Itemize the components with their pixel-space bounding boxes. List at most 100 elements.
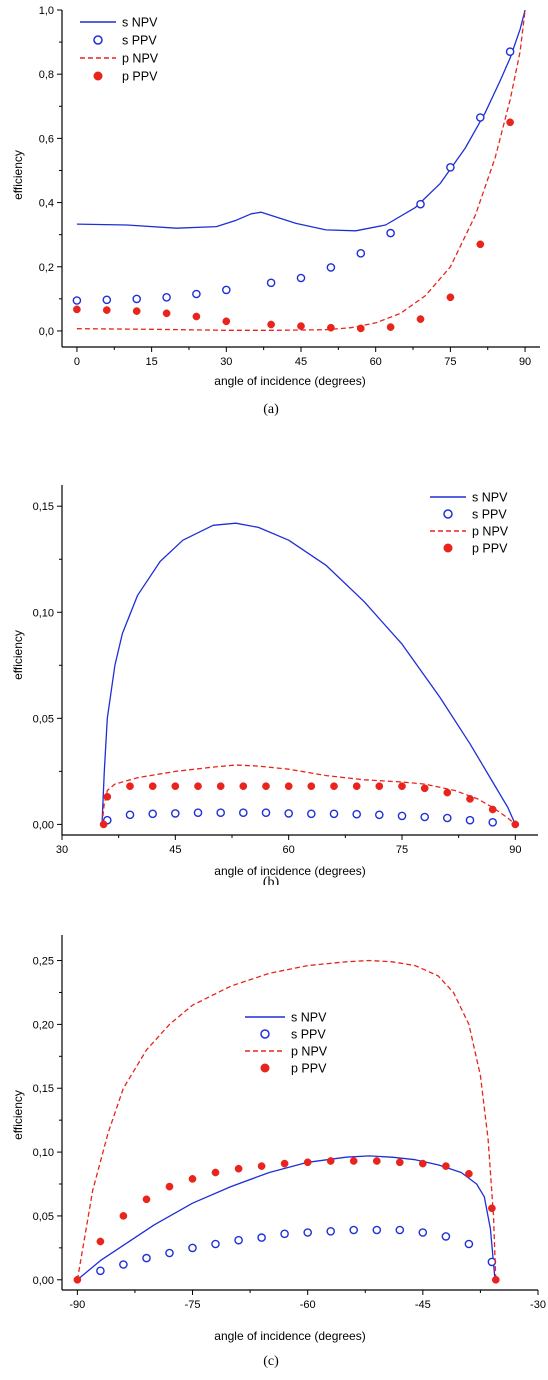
data-point-p-ppv bbox=[188, 1175, 197, 1183]
x-tick-label: 45 bbox=[169, 844, 181, 856]
data-point-s-ppv bbox=[326, 1226, 336, 1236]
x-tick-label: 90 bbox=[509, 844, 521, 856]
x-tick-label: 30 bbox=[56, 844, 68, 856]
data-point-p-ppv bbox=[162, 309, 171, 318]
data-point-p-ppv bbox=[349, 1157, 358, 1165]
data-point-p-ppv bbox=[476, 240, 485, 249]
data-point-p-ppv bbox=[491, 1275, 500, 1284]
y-tick-label: 0,15 bbox=[33, 1083, 54, 1095]
data-point-s-ppv bbox=[397, 811, 407, 821]
data-point-s-ppv bbox=[356, 248, 366, 258]
x-tick-label: 60 bbox=[370, 356, 382, 368]
legend-label: s PPV bbox=[472, 508, 507, 522]
data-point-s-ppv bbox=[211, 1239, 220, 1249]
data-point-s-ppv bbox=[165, 1248, 174, 1258]
data-point-p-ppv bbox=[102, 306, 111, 314]
data-point-s-ppv bbox=[306, 809, 316, 819]
y-axis-title: efficiency bbox=[11, 1090, 25, 1140]
plot-marks: 30 45 60 75 90 0,00 0,05 0,10 0,15 bbox=[33, 485, 538, 856]
data-point-s-ppv bbox=[372, 1225, 382, 1235]
y-tick-label: 0,15 bbox=[33, 501, 54, 513]
data-point-s-ppv bbox=[125, 810, 135, 820]
y-tick-label: 0,0 bbox=[39, 326, 54, 338]
y-tick-label: 0,10 bbox=[33, 607, 54, 619]
data-point-p-ppv bbox=[395, 1158, 404, 1167]
data-point-p-ppv bbox=[262, 782, 270, 791]
data-point-p-ppv bbox=[443, 788, 452, 797]
legend-label: s NPV bbox=[291, 1011, 327, 1025]
series-line-p-npv bbox=[76, 9, 526, 331]
series-line-s-npv bbox=[76, 1155, 496, 1281]
data-point-p-ppv bbox=[192, 312, 201, 321]
panel-caption: (c) bbox=[263, 1354, 279, 1369]
x-tick-label: 30 bbox=[220, 356, 232, 368]
legend-label: s PPV bbox=[291, 1028, 326, 1042]
data-point-p-ppv bbox=[327, 323, 335, 332]
data-point-p-ppv bbox=[488, 805, 497, 814]
y-tick-label: 0,00 bbox=[33, 819, 54, 831]
x-tick-label: 90 bbox=[519, 356, 531, 368]
data-point-s-ppv bbox=[352, 809, 362, 819]
y-tick-label: 0,20 bbox=[33, 1019, 54, 1031]
data-point-p-ppv bbox=[119, 1212, 128, 1220]
legend-label: p PPV bbox=[291, 1062, 327, 1076]
data-point-s-ppv bbox=[266, 278, 276, 288]
data-point-s-ppv bbox=[296, 273, 306, 283]
data-point-p-ppv bbox=[99, 820, 108, 829]
chart-panel-c: efficiency angle of incidence (degrees) … bbox=[11, 935, 546, 1369]
data-point-p-ppv bbox=[284, 782, 293, 791]
data-point-p-ppv bbox=[194, 782, 202, 791]
y-tick-label: 0,2 bbox=[39, 262, 54, 274]
data-point-p-ppv bbox=[375, 782, 384, 791]
legend: s NPV s PPV p NPV p PPV bbox=[430, 491, 509, 556]
legend-label: p NPV bbox=[472, 525, 509, 539]
legend-label: p NPV bbox=[291, 1045, 328, 1059]
y-tick-label: 0,6 bbox=[39, 133, 54, 145]
y-tick-label: 0,25 bbox=[33, 956, 54, 968]
data-point-s-ppv bbox=[326, 263, 336, 272]
x-tick-label: 15 bbox=[146, 356, 158, 368]
legend-swatch-s-ppv bbox=[260, 1029, 270, 1039]
data-point-p-ppv bbox=[73, 305, 81, 314]
data-point-s-ppv bbox=[420, 812, 430, 822]
legend-label: s PPV bbox=[122, 34, 157, 48]
legend-swatch-p-ppv bbox=[443, 543, 453, 553]
series-line-p-npv bbox=[76, 959, 497, 1280]
y-axis-title: efficiency bbox=[11, 630, 25, 680]
data-point-s-ppv bbox=[221, 285, 231, 295]
y-axis-title: efficiency bbox=[11, 150, 25, 200]
data-point-s-ppv bbox=[442, 813, 452, 823]
data-point-p-ppv bbox=[267, 320, 275, 329]
data-point-p-ppv bbox=[303, 1158, 312, 1167]
data-point-p-ppv bbox=[418, 1159, 427, 1168]
legend-swatch-s-ppv bbox=[93, 35, 103, 45]
data-point-s-ppv bbox=[188, 1243, 197, 1253]
data-point-s-ppv bbox=[238, 808, 248, 818]
data-point-p-ppv bbox=[398, 782, 406, 791]
data-point-p-ppv bbox=[73, 1275, 82, 1284]
legend: s NPV s PPV p NPV p PPV bbox=[245, 1011, 328, 1076]
data-point-p-ppv bbox=[386, 323, 395, 331]
data-point-s-ppv bbox=[475, 113, 485, 122]
y-tick-label: 0,00 bbox=[33, 1275, 54, 1287]
data-point-p-ppv bbox=[372, 1157, 381, 1165]
data-point-s-ppv bbox=[284, 809, 294, 818]
data-point-s-ppv bbox=[142, 1253, 151, 1263]
series-line-p-npv bbox=[101, 764, 516, 825]
data-point-p-ppv bbox=[356, 324, 365, 333]
data-point-p-ppv bbox=[132, 307, 141, 315]
data-point-p-ppv bbox=[466, 795, 474, 803]
data-point-p-ppv bbox=[216, 782, 225, 791]
data-point-s-ppv bbox=[441, 1232, 451, 1241]
legend-label: p PPV bbox=[122, 70, 158, 84]
data-point-s-ppv bbox=[257, 1233, 266, 1242]
x-tick-label: 75 bbox=[444, 356, 456, 368]
data-point-p-ppv bbox=[239, 782, 248, 791]
data-point-s-ppv bbox=[170, 809, 180, 818]
data-point-s-ppv bbox=[349, 1225, 359, 1235]
data-point-s-ppv bbox=[216, 808, 225, 818]
data-point-p-ppv bbox=[171, 782, 180, 791]
data-point-p-ppv bbox=[307, 782, 316, 791]
data-point-p-ppv bbox=[326, 1157, 335, 1165]
